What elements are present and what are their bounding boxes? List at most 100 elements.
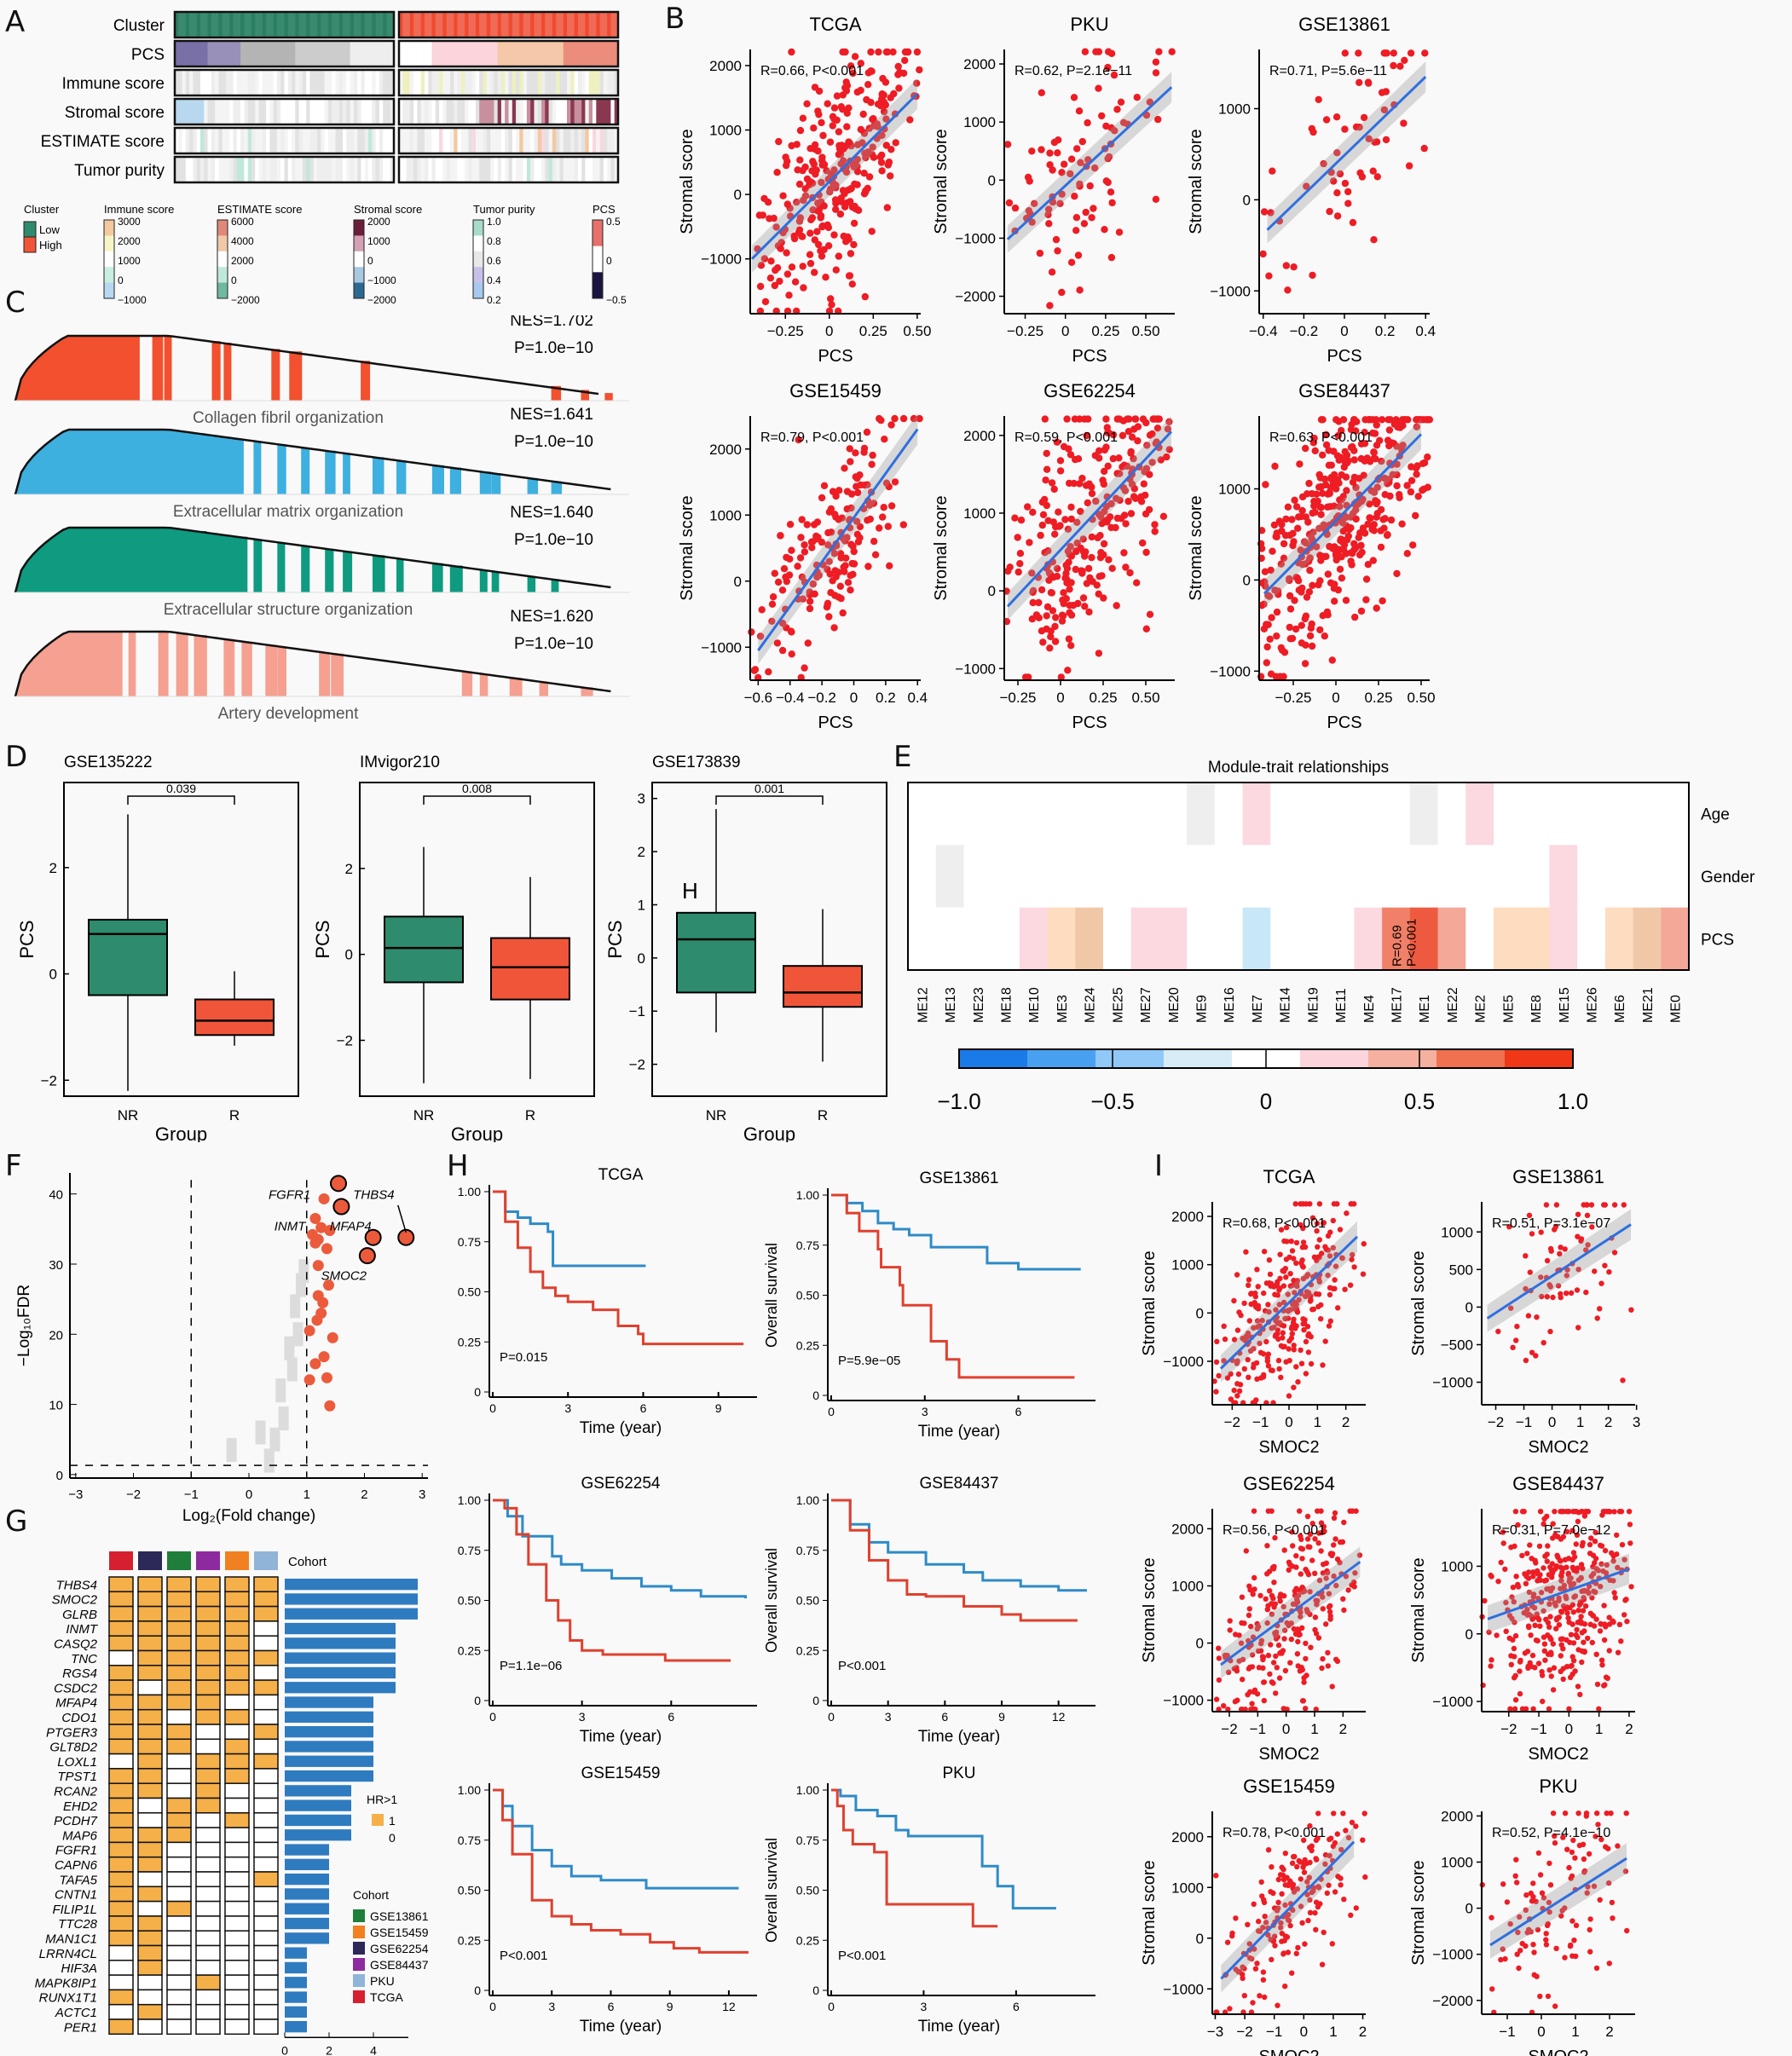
hr-cell [253,1944,279,1961]
data-point [843,505,851,513]
hr-cell [253,1768,279,1784]
heatmap-cell [526,99,531,124]
data-point [1280,1603,1286,1610]
data-point [1541,1895,1547,1901]
data-point [825,613,833,621]
data-point [1046,644,1054,652]
hit-bar [509,678,523,696]
heatmap-cell [236,70,241,95]
heatmap-cell [570,157,575,182]
x-tick-label: 0 [828,2000,835,2013]
data-point [1370,488,1379,496]
data-point [867,48,875,56]
data-point [1352,427,1360,435]
data-point [1256,1665,1263,1671]
data-point [1313,1291,1319,1297]
data-point [780,565,789,573]
y-tick-label: 30 [49,1258,63,1273]
heatmap-cell [178,41,183,66]
heatmap-cell [357,41,362,66]
data-point [1512,1509,1519,1515]
hr-cell [137,1960,163,1976]
heatmap-frame [907,782,1690,971]
data-point [1095,590,1102,598]
data-point [1525,1313,1532,1319]
heatmap-cell [519,41,524,66]
heatmap-cell [574,70,579,95]
data-point [1050,485,1058,494]
data-point [1152,69,1160,77]
data-point [1107,523,1115,532]
hr-cell [253,2018,279,2036]
data-point [1054,564,1061,573]
data-point [1373,483,1381,491]
heatmap-cell [207,157,212,182]
data-point [1298,1360,1305,1366]
heatmap-cell [454,12,459,38]
heatmap-cell [614,99,619,124]
data-point [1304,1879,1310,1885]
data-point [1405,162,1413,170]
data-point [1562,1606,1569,1612]
heatmap-cell [559,99,564,124]
y-tick-label: 0.25 [458,1335,481,1349]
colorbar-tick: 0.8 [487,235,501,247]
data-point [1558,1574,1564,1580]
data-point [830,624,838,632]
nes-value: NES=1.620 [510,608,593,626]
data-point [824,541,832,549]
data-point [1564,1846,1570,1852]
heatmap-cell [428,12,433,38]
data-point [1265,272,1273,280]
heatmap-cell [284,70,289,95]
y-axis-label: PCS [16,920,38,958]
data-point [1260,208,1269,216]
data-point [1575,1233,1581,1239]
heatmap-cell [185,99,190,124]
heatmap-cell [226,41,230,66]
legend-title: PCS [593,203,616,216]
y-tick-label: 1000 [1441,1558,1473,1574]
data-point [1286,1358,1292,1364]
data-point [1105,48,1113,55]
data-point [1216,1372,1222,1379]
heatmap-cell [476,12,480,38]
data-point [1254,1267,1260,1273]
heatmap-cell [570,12,575,38]
data-point [1269,167,1276,175]
data-point [1308,1334,1314,1340]
heatmap-cell [585,157,590,182]
colorbar-border [472,219,484,299]
data-point [852,449,859,457]
heatmap-cell [335,128,340,153]
data-point [1326,1323,1332,1329]
hr-cell [137,1591,163,1608]
x-tick-label: 6 [640,1401,647,1415]
data-point [1602,1682,1608,1688]
data-point [1301,615,1309,623]
data-point [1578,1600,1584,1606]
data-point [1360,471,1367,479]
heatmap-cell [603,128,608,153]
data-point [1151,528,1159,535]
data-point [1386,416,1394,424]
data-point [1124,497,1132,505]
data-point [1127,510,1136,517]
heatmap-cell [361,128,366,153]
x-axis-label: PCS [1072,347,1107,366]
heatmap-cell [353,99,358,124]
data-point [1315,1244,1321,1250]
cohort-color-header [167,1551,191,1570]
data-point [1500,1540,1506,1546]
heatmap-cell [207,128,212,153]
data-point [1301,1869,1308,1875]
count-bar [285,1917,329,1930]
heatmap-cell [545,41,550,66]
count-bar [285,1991,307,2003]
data-point [1322,1851,1329,1858]
data-point [1558,1668,1564,1675]
data-point [1305,1349,1312,1355]
heatmap-cell [585,99,590,124]
data-point [1133,579,1141,586]
